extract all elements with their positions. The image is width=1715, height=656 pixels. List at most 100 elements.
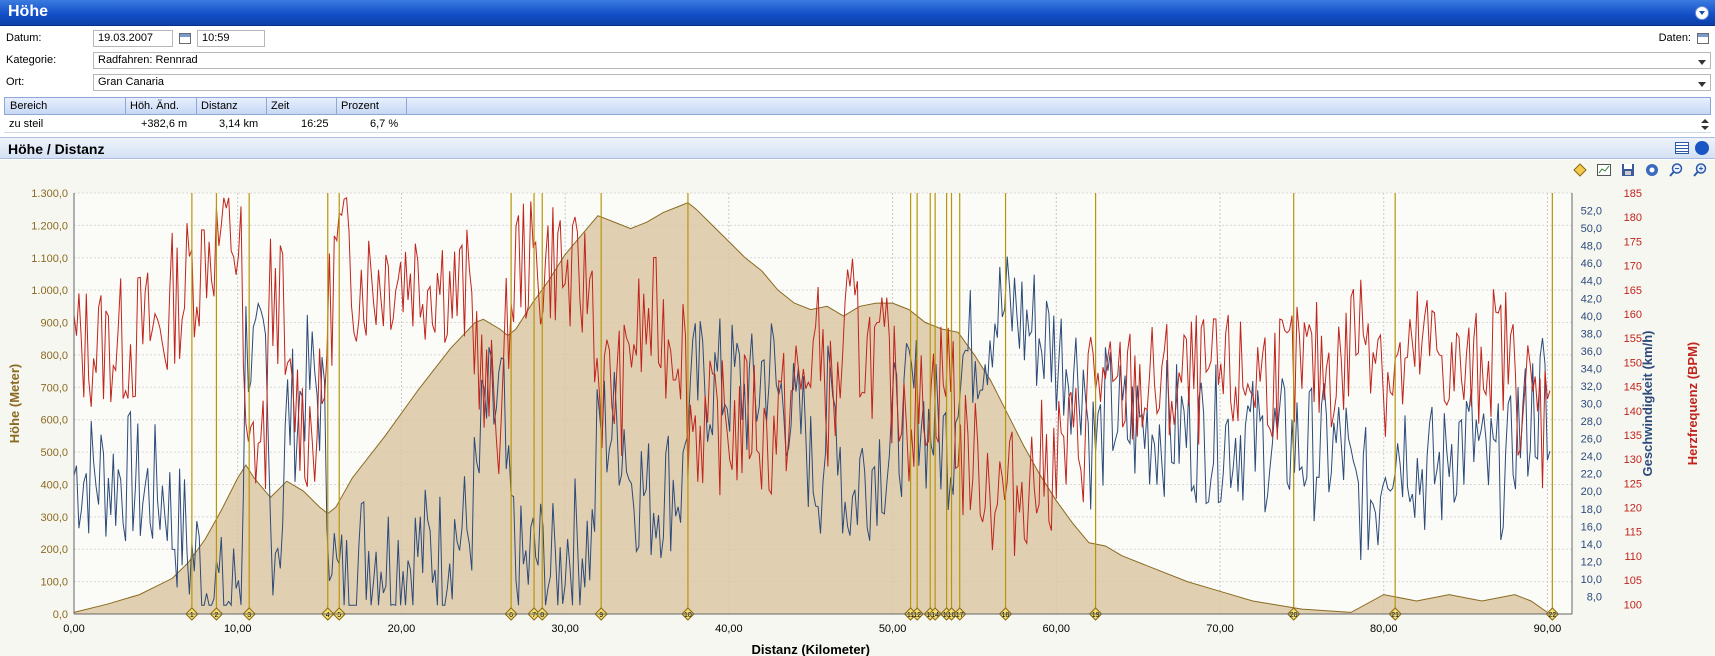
y-tick-label-hoehe: 1.000,0	[31, 285, 68, 297]
marker-label: 3	[247, 612, 251, 619]
y-tick-label-hoehe: 100,0	[40, 577, 68, 589]
y-tick-label-hr: 140	[1624, 406, 1642, 418]
marker-label: 11	[907, 612, 914, 619]
list-view-icon[interactable]	[1675, 142, 1689, 154]
x-tick-label: 20,00	[388, 623, 416, 635]
y-tick-label-hr: 185	[1624, 188, 1642, 200]
y-tick-label-hoehe: 1.300,0	[31, 188, 68, 200]
y-tick-label-hr: 160	[1624, 309, 1642, 321]
y-tick-label-hoehe: 400,0	[40, 479, 68, 491]
y-tick-label-hoehe: 0,0	[53, 609, 68, 621]
collapse-icon[interactable]	[1695, 6, 1709, 20]
date-field[interactable]: 19.03.2007	[93, 30, 173, 47]
elevation-distance-chart[interactable]: 0,00 10,00 20,00 30,00 40,00 50,00 60,00 70,00 8…	[0, 178, 1715, 656]
zoom-out-icon[interactable]	[1668, 162, 1684, 178]
y-tick-label-speed: 32,0	[1581, 381, 1602, 393]
y-tick-label-speed: 48,0	[1581, 241, 1602, 253]
y-tick-label-speed: 16,0	[1581, 521, 1602, 533]
y-tick-label-speed: 10,0	[1581, 574, 1602, 586]
calendar-icon[interactable]	[179, 33, 191, 44]
y-tick-label-speed: 40,0	[1581, 311, 1602, 323]
y-tick-label-speed: 38,0	[1581, 328, 1602, 340]
y-axis-label-hr: Herzfrequenz (BPM)	[1685, 342, 1700, 466]
y-tick-label-speed: 52,0	[1581, 206, 1602, 218]
diamond-icon[interactable]	[1572, 162, 1588, 178]
y-tick-label-speed: 14,0	[1581, 539, 1602, 551]
y-tick-label-hr: 115	[1624, 527, 1642, 539]
cell-hoehe-aenderung: +382,6 m	[141, 118, 188, 130]
column-header-prozent[interactable]: Prozent	[341, 100, 379, 112]
y-tick-label-hr: 130	[1624, 454, 1642, 466]
chevron-down-icon[interactable]	[1698, 82, 1706, 87]
column-header-zeit[interactable]: Zeit	[271, 100, 290, 112]
time-field[interactable]: 10:59	[197, 30, 265, 47]
heartrate-line	[73, 196, 1551, 556]
y-tick-label-hoehe: 1.200,0	[31, 220, 68, 232]
y-tick-label-speed: 42,0	[1581, 293, 1602, 305]
settings-icon[interactable]	[1644, 162, 1660, 178]
y-tick-label-hr: 100	[1624, 599, 1642, 611]
scroll-down-icon[interactable]	[1701, 126, 1709, 130]
x-tick-label: 80,00	[1370, 623, 1398, 635]
table-row[interactable]: zu steil +382,6 m 3,14 km 16:25 6,7 %	[4, 116, 1711, 133]
x-tick-label: 90,00	[1534, 623, 1562, 635]
y-tick-label-speed: 24,0	[1581, 451, 1602, 463]
y-tick-label-speed: 34,0	[1581, 363, 1602, 375]
save-icon[interactable]	[1620, 162, 1636, 178]
column-header-bereich[interactable]: Bereich	[10, 100, 48, 112]
kategorie-label: Kategorie:	[6, 54, 57, 66]
kategorie-select[interactable]: Radfahren: Rennrad	[93, 52, 1711, 69]
y-tick-label-speed: 22,0	[1581, 469, 1602, 481]
x-tick-label: 10,00	[224, 623, 252, 635]
cell-bereich: zu steil	[9, 118, 44, 130]
kategorie-value: Radfahren: Rennrad	[98, 54, 198, 66]
y-tick-label-hr: 145	[1624, 382, 1642, 394]
y-tick-label-speed: 30,0	[1581, 399, 1602, 411]
y-tick-label-hr: 170	[1624, 261, 1642, 273]
ort-row: Ort: Gran Canaria	[0, 72, 1715, 93]
y-tick-label-hoehe: 200,0	[40, 544, 68, 556]
ort-select[interactable]: Gran Canaria	[93, 74, 1711, 91]
speed-line	[73, 256, 1551, 607]
y-tick-label-speed: 12,0	[1581, 556, 1602, 568]
marker-label: 7	[532, 612, 536, 619]
x-tick-label: 30,00	[551, 623, 579, 635]
column-header-hoehe-aenderung[interactable]: Höh. Änd.	[130, 100, 179, 112]
y-tick-label-hr: 125	[1624, 478, 1642, 490]
scroll-up-icon[interactable]	[1701, 119, 1709, 123]
marker-label: 6	[509, 612, 513, 619]
y-tick-label-hr: 150	[1624, 357, 1642, 369]
chevron-down-icon[interactable]	[1698, 60, 1706, 65]
window-title-bar: Höhe	[0, 0, 1715, 26]
y-tick-label-hr: 135	[1624, 430, 1642, 442]
y-tick-label-speed: 18,0	[1581, 504, 1602, 516]
window-title: Höhe	[8, 3, 48, 20]
elevation-area	[74, 202, 1548, 614]
marker-label: 22	[1548, 612, 1556, 619]
y-tick-label-hoehe: 700,0	[40, 382, 68, 394]
y-tick-label-hr: 180	[1624, 212, 1642, 224]
y-axis-label-hoehe: Höhe (Meter)	[7, 364, 22, 443]
marker-label: 16	[948, 612, 956, 619]
y-tick-label-hoehe: 900,0	[40, 318, 68, 330]
x-tick-label: 70,00	[1206, 623, 1234, 635]
chart-section-bar: Höhe / Distanz	[0, 137, 1715, 159]
marker-label: 8	[540, 612, 544, 619]
cell-prozent: 6,7 %	[370, 118, 399, 130]
zoom-in-icon[interactable]	[1692, 162, 1708, 178]
chart-icon[interactable]	[1596, 162, 1612, 178]
y-tick-label-hr: 175	[1624, 236, 1642, 248]
column-header-distanz[interactable]: Distanz	[201, 100, 238, 112]
y-tick-label-hoehe: 600,0	[40, 415, 68, 427]
marker-label: 18	[1002, 612, 1010, 619]
marker-label: 1	[190, 612, 194, 619]
y-tick-label-speed: 36,0	[1581, 346, 1602, 358]
marker-label: 20	[1290, 612, 1298, 619]
marker-label: 14	[931, 612, 939, 619]
y-tick-label-hr: 110	[1624, 551, 1642, 563]
daten-calendar-icon[interactable]	[1697, 33, 1709, 44]
marker-label: 4	[326, 612, 330, 619]
marker-label: 17	[956, 612, 964, 619]
y-tick-label-speed: 26,0	[1581, 434, 1602, 446]
collapse-chart-icon[interactable]	[1695, 141, 1709, 155]
